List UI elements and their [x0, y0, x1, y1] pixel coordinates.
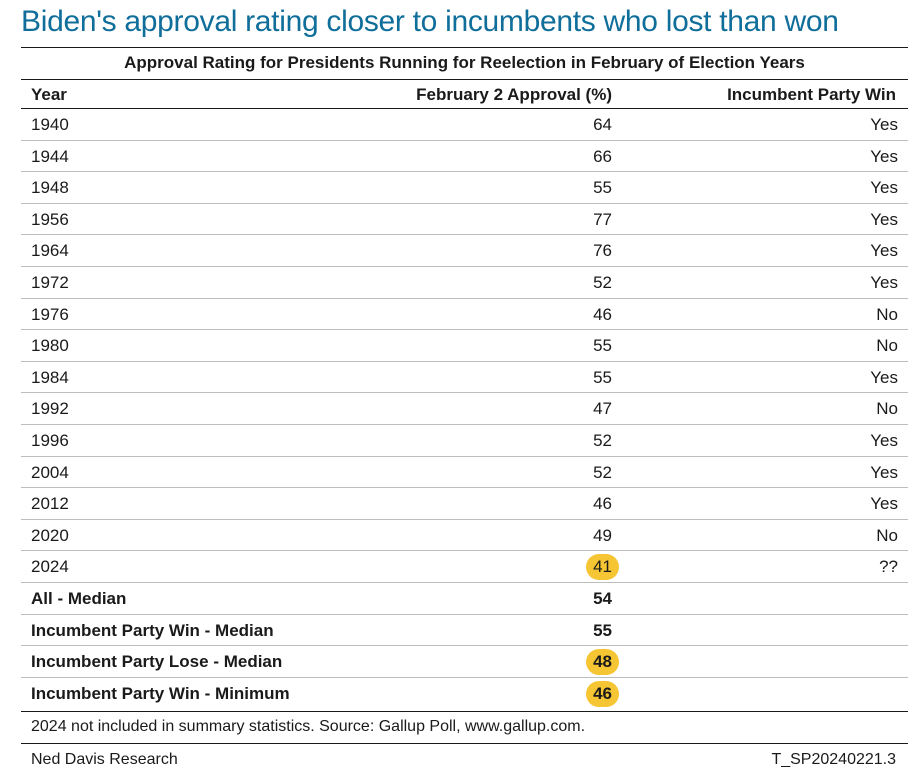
summary-value: 54: [593, 588, 612, 608]
cell-year: 1948: [31, 178, 69, 198]
column-header-year: Year: [31, 85, 67, 104]
table-row: 2004 52 Yes: [21, 457, 908, 489]
table-row: 2020 49 No: [21, 520, 908, 552]
table-row: 1976 46 No: [21, 299, 908, 331]
summary-row: Incumbent Party Win - Median 55: [21, 615, 908, 647]
cell-approval: 77: [593, 209, 612, 229]
cell-incumbent-win: Yes: [870, 146, 898, 166]
table-row: 1956 77 Yes: [21, 204, 908, 236]
summary-label: Incumbent Party Lose - Median: [31, 652, 283, 672]
cell-approval: 46: [593, 494, 612, 514]
cell-approval: 76: [593, 241, 612, 261]
table-row: 1992 47 No: [21, 393, 908, 425]
cell-incumbent-win: Yes: [870, 209, 898, 229]
table-row: 1940 64 Yes: [21, 109, 908, 141]
highlight-marker: 48: [586, 649, 619, 676]
headline: Biden's approval rating closer to incumb…: [21, 5, 839, 38]
table-row: 1964 76 Yes: [21, 235, 908, 267]
summary-row: All - Median 54: [21, 583, 908, 615]
cell-incumbent-win: ??: [879, 557, 898, 577]
cell-incumbent-win: Yes: [870, 115, 898, 134]
footer-rule: [21, 743, 908, 744]
cell-year: 1984: [31, 367, 69, 387]
summary-value: 46: [586, 678, 619, 709]
cell-approval: 55: [593, 367, 612, 387]
cell-approval: 52: [593, 430, 612, 450]
cell-incumbent-win: Yes: [870, 430, 898, 450]
table-row: 1972 52 Yes: [21, 267, 908, 299]
cell-approval: 55: [593, 178, 612, 198]
cell-incumbent-win: Yes: [870, 494, 898, 514]
cell-year: 1996: [31, 430, 69, 450]
footer-source: Ned Davis Research: [31, 751, 178, 768]
cell-year: 1940: [31, 115, 69, 134]
summary-label: Incumbent Party Win - Median: [31, 620, 274, 640]
cell-incumbent-win: No: [876, 336, 898, 356]
top-rule: [21, 47, 908, 48]
cell-incumbent-win: No: [876, 304, 898, 324]
cell-year: 1956: [31, 209, 69, 229]
cell-incumbent-win: Yes: [870, 462, 898, 482]
table-row: 1948 55 Yes: [21, 172, 908, 204]
cell-approval: 66: [593, 146, 612, 166]
table-row: 1996 52 Yes: [21, 425, 908, 457]
cell-incumbent-win: No: [876, 525, 898, 545]
cell-approval: 41: [586, 551, 619, 582]
summary-value: 48: [586, 646, 619, 677]
cell-approval: 55: [593, 336, 612, 356]
footer-code: T_SP20240221.3: [771, 751, 896, 768]
table-body: 1940 64 Yes 1944 66 Yes 1948 55 Yes 1956 77 Yes 1964…: [21, 109, 908, 709]
cell-incumbent-win: Yes: [870, 367, 898, 387]
title-rule: [21, 79, 908, 80]
table-row: 1944 66 Yes: [21, 141, 908, 173]
cell-year: 1976: [31, 304, 69, 324]
cell-incumbent-win: Yes: [870, 178, 898, 198]
cell-approval: 64: [593, 115, 612, 134]
cell-year: 1992: [31, 399, 69, 419]
table-row: 1984 55 Yes: [21, 362, 908, 394]
column-header-win: Incumbent Party Win: [727, 85, 896, 104]
cell-incumbent-win: No: [876, 399, 898, 419]
cell-year: 2012: [31, 494, 69, 514]
cell-year: 2020: [31, 525, 69, 545]
cell-approval: 47: [593, 399, 612, 419]
header-rule: [21, 108, 908, 109]
footnote: 2024 not included in summary statistics.…: [31, 718, 586, 735]
summary-row: Incumbent Party Win - Minimum 46: [21, 678, 908, 710]
highlight-marker: 41: [586, 554, 619, 581]
cell-year: 2024: [31, 557, 69, 577]
table-row: 2024 41??: [21, 551, 908, 583]
cell-year: 1944: [31, 146, 69, 166]
bottom-rule: [21, 711, 908, 712]
summary-label: Incumbent Party Win - Minimum: [31, 683, 290, 703]
table-title: Approval Rating for Presidents Running f…: [124, 53, 805, 72]
highlight-marker: 46: [586, 680, 619, 707]
summary-row: Incumbent Party Lose - Median 48: [21, 646, 908, 678]
cell-approval: 52: [593, 462, 612, 482]
cell-approval: 49: [593, 525, 612, 545]
summary-value: 55: [593, 620, 612, 640]
column-header-approval: February 2 Approval (%): [416, 85, 612, 104]
cell-year: 1980: [31, 336, 69, 356]
table-row: 1980 55 No: [21, 330, 908, 362]
table-row: 2012 46 Yes: [21, 488, 908, 520]
cell-incumbent-win: Yes: [870, 272, 898, 292]
cell-approval: 52: [593, 272, 612, 292]
cell-year: 1972: [31, 272, 69, 292]
cell-incumbent-win: Yes: [870, 241, 898, 261]
cell-approval: 46: [593, 304, 612, 324]
summary-label: All - Median: [31, 588, 127, 608]
cell-year: 2004: [31, 462, 69, 482]
cell-year: 1964: [31, 241, 69, 261]
